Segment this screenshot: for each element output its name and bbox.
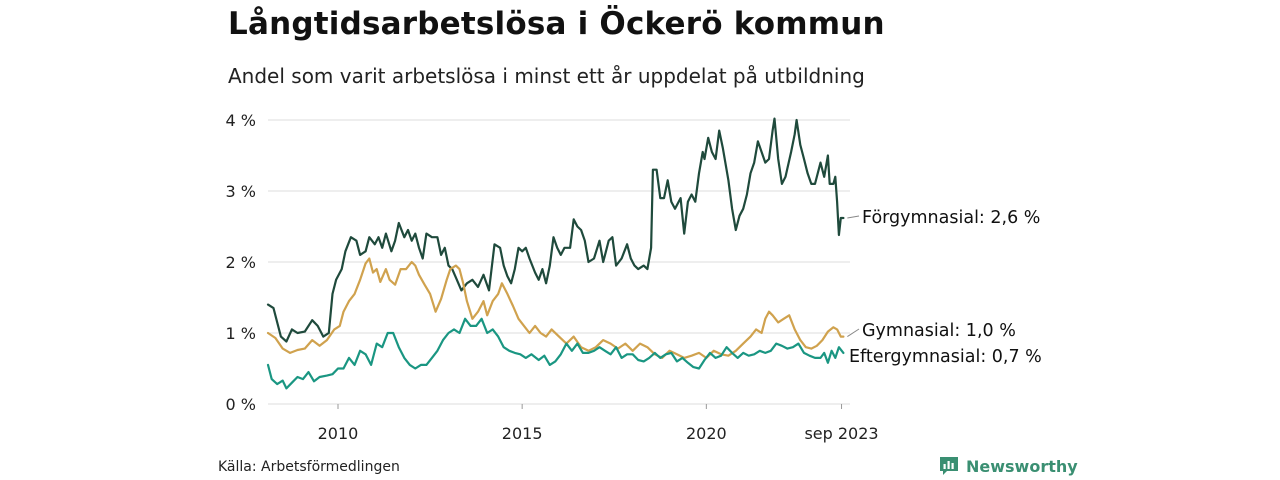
- source-note: Källa: Arbetsförmedlingen: [218, 459, 400, 475]
- x-axis-ticks: 2010 2015 2020 sep 2023: [318, 404, 879, 443]
- y-axis-ticks: 0 % 1 % 2 % 3 % 4 %: [226, 111, 256, 414]
- series-end-label-gymnasial: Gymnasial: 1,0 %: [862, 321, 1016, 341]
- chart-title: Långtidsarbetslösa i Öckerö kommun: [228, 6, 885, 42]
- x-tick-label: 2020: [686, 424, 727, 443]
- label-leader-line: [847, 215, 860, 219]
- series-lines: [266, 117, 845, 390]
- x-tick-label: 2015: [502, 424, 543, 443]
- y-tick-label: 4 %: [226, 111, 256, 130]
- series-line-gymnasial: [266, 257, 845, 359]
- series-end-label-eftergymnasial: Eftergymnasial: 0,7 %: [849, 347, 1042, 367]
- x-tick-label: sep 2023: [804, 424, 878, 443]
- newsworthy-logo-icon: [940, 457, 958, 475]
- series-line-eftergymnasial: [266, 317, 845, 390]
- series-line-förgymnasial: [266, 117, 845, 343]
- y-tick-label: 1 %: [226, 324, 256, 343]
- y-tick-label: 3 %: [226, 182, 256, 201]
- x-tick-label: 2010: [318, 424, 359, 443]
- label-leader-line: [847, 328, 860, 337]
- brand-logo: Newsworthy: [938, 455, 1078, 477]
- y-tick-label: 0 %: [226, 395, 256, 414]
- chart-subtitle: Andel som varit arbetslösa i minst ett å…: [228, 64, 865, 88]
- brand-name: Newsworthy: [966, 456, 1078, 476]
- series-end-labels: Förgymnasial: 2,6 % Gymnasial: 1,0 % Efter…: [847, 208, 1042, 367]
- series-end-label-förgymnasial: Förgymnasial: 2,6 %: [862, 208, 1040, 228]
- y-tick-label: 2 %: [226, 253, 256, 272]
